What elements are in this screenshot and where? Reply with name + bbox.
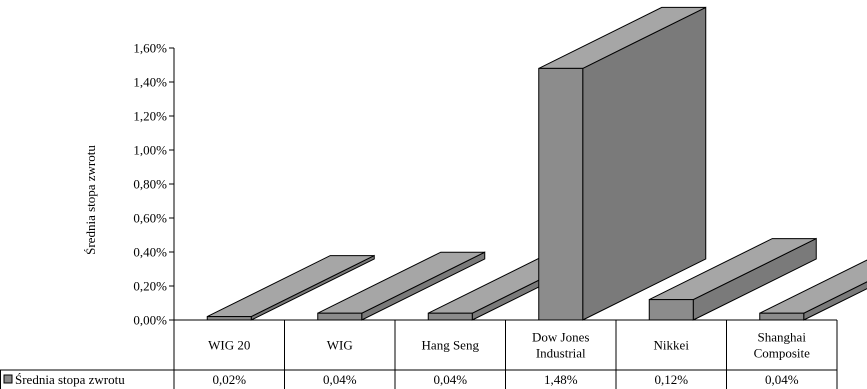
y-tick-label: 0,60%	[133, 211, 167, 226]
data-table: WIG 20 WIG Hang Seng Dow Jones Industrial Nik…	[0, 319, 838, 389]
y-tick-label: 1,20%	[133, 109, 167, 124]
data-label: 0,02%	[212, 372, 246, 387]
legend-label: Średnia stopa zwrotu	[15, 372, 125, 387]
category-label: Hang Seng	[422, 338, 480, 353]
bar	[538, 6, 707, 321]
bar-front-face	[317, 312, 363, 321]
category-label: WIG 20	[208, 338, 250, 353]
y-tick-label: 0,20%	[133, 279, 167, 294]
category-label: Dow Jones Industrial	[532, 330, 589, 361]
bar	[206, 254, 375, 321]
bars-group	[206, 6, 867, 321]
category-label: Nikkei	[654, 338, 690, 353]
data-label: 0,12%	[654, 372, 688, 387]
bar-front-face	[206, 316, 252, 321]
category-label: WIG	[327, 338, 353, 353]
y-tick-label: 0,00%	[133, 313, 167, 328]
bar-front-face	[538, 67, 584, 321]
legend-key	[3, 374, 13, 384]
data-label: 0,04%	[433, 372, 467, 387]
bar	[759, 259, 867, 321]
y-tick-label: 1,40%	[133, 75, 167, 90]
data-label: 1,48%	[544, 372, 578, 387]
y-tick-label: 1,00%	[133, 143, 167, 158]
y-tick-label: 0,40%	[133, 245, 167, 260]
category-label: Shanghai Composite	[754, 330, 811, 361]
bar-front-face	[427, 312, 473, 321]
bar	[317, 251, 486, 321]
y-axis: 0,00% 0,20% 0,40% 0,60% 0,80% 1,00% 1,20% 1,40%…	[133, 41, 175, 328]
y-axis-label: Średnia stopa zwrotu	[83, 145, 98, 255]
y-tick-label: 1,60%	[133, 41, 167, 56]
y-tick-label: 0,80%	[133, 177, 167, 192]
bar	[648, 237, 817, 321]
bar-front-face	[759, 312, 805, 321]
bar-front-face	[648, 299, 694, 321]
data-label: 0,04%	[323, 372, 357, 387]
data-label: 0,04%	[765, 372, 799, 387]
